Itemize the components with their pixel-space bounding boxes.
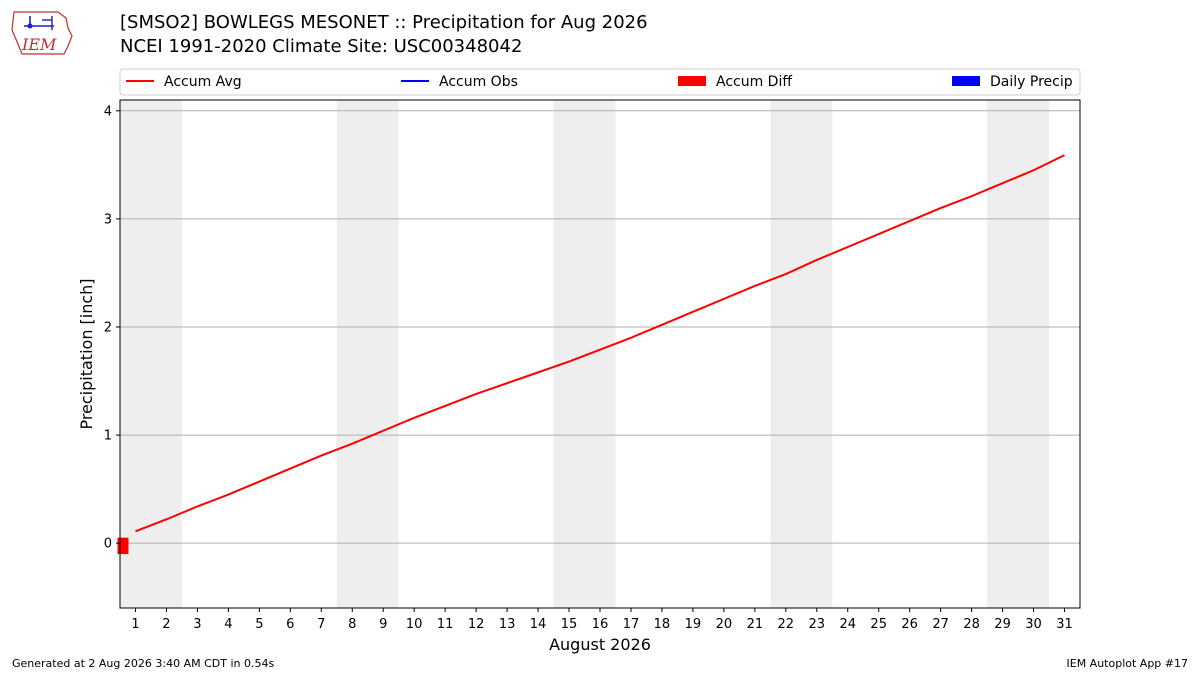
y-tick-label: 2	[104, 320, 112, 335]
x-tick-label: 11	[437, 617, 454, 632]
x-tick-label: 24	[839, 617, 856, 632]
legend-patch-swatch	[678, 76, 706, 86]
x-tick-label: 6	[286, 617, 294, 632]
x-tick-label: 23	[809, 617, 826, 632]
x-tick-label: 31	[1056, 617, 1073, 632]
x-tick-label: 16	[592, 617, 609, 632]
legend-frame	[119, 68, 1081, 96]
x-tick-label: 15	[561, 617, 578, 632]
accum-avg-line	[135, 154, 1065, 533]
weekend-band	[120, 100, 182, 608]
legend: Accum Avg Accum Obs Accum Diff Daily Precip	[119, 68, 1081, 96]
logo-text: IEM	[21, 35, 57, 54]
weekend-band	[553, 100, 616, 608]
x-tick-label: 28	[963, 617, 980, 632]
x-tick-label: 3	[193, 617, 201, 632]
x-tick-label: 8	[348, 617, 356, 632]
accum-diff-bar	[117, 537, 129, 555]
footer-generated: Generated at 2 Aug 2026 3:40 AM CDT in 0…	[12, 657, 275, 670]
x-tick-label: 27	[932, 617, 949, 632]
plot-series	[117, 154, 1065, 555]
y-tick-label: 4	[104, 104, 112, 119]
x-tick-label: 26	[901, 617, 918, 632]
x-tick-label: 17	[623, 617, 640, 632]
grid-lines	[120, 110, 1080, 544]
x-tick-label: 7	[317, 617, 325, 632]
x-tick-label: 10	[406, 617, 423, 632]
y-tick-label: 0	[104, 537, 112, 552]
x-tick-label: 29	[994, 617, 1011, 632]
chart-title: [SMSO2] BOWLEGS MESONET :: Precipitation…	[120, 12, 648, 33]
legend-patch-swatch	[952, 76, 980, 86]
iem-logo: IEM	[11, 11, 73, 55]
y-axis: 0 1 2 3 4	[104, 104, 120, 552]
x-tick-label: 21	[747, 617, 764, 632]
x-tick-label: 9	[379, 617, 387, 632]
x-tick-label: 13	[499, 617, 516, 632]
x-tick-label: 25	[870, 617, 887, 632]
legend-label: Accum Diff	[716, 74, 792, 90]
x-axis: 1 2 3 4 5 6 7 8 9 10 11 12 13 14 15 16 17 18 19 20 21 22 23 24 2…	[131, 608, 1073, 632]
legend-label: Accum Avg	[164, 74, 242, 90]
y-tick-label: 3	[104, 212, 112, 227]
weekend-bands	[120, 100, 1050, 608]
x-tick-label: 2	[162, 617, 170, 632]
x-tick-label: 14	[530, 617, 547, 632]
x-tick-label: 18	[654, 617, 671, 632]
x-tick-label: 30	[1025, 617, 1042, 632]
x-tick-label: 19	[685, 617, 702, 632]
legend-label: Accum Obs	[439, 74, 518, 90]
weekend-band	[770, 100, 833, 608]
x-tick-label: 1	[131, 617, 139, 632]
x-axis-label: August 2026	[549, 635, 651, 654]
y-axis-label: Precipitation [inch]	[77, 278, 96, 429]
footer-app: IEM Autoplot App #17	[1066, 657, 1189, 670]
chart-subtitle: NCEI 1991-2020 Climate Site: USC00348042	[120, 36, 523, 57]
y-tick-label: 1	[104, 429, 112, 444]
x-tick-label: 12	[468, 617, 485, 632]
legend-label: Daily Precip	[990, 74, 1073, 90]
x-tick-label: 20	[716, 617, 733, 632]
x-tick-label: 22	[778, 617, 795, 632]
x-tick-label: 4	[224, 617, 232, 632]
weekend-band	[336, 100, 399, 608]
x-tick-label: 5	[255, 617, 263, 632]
